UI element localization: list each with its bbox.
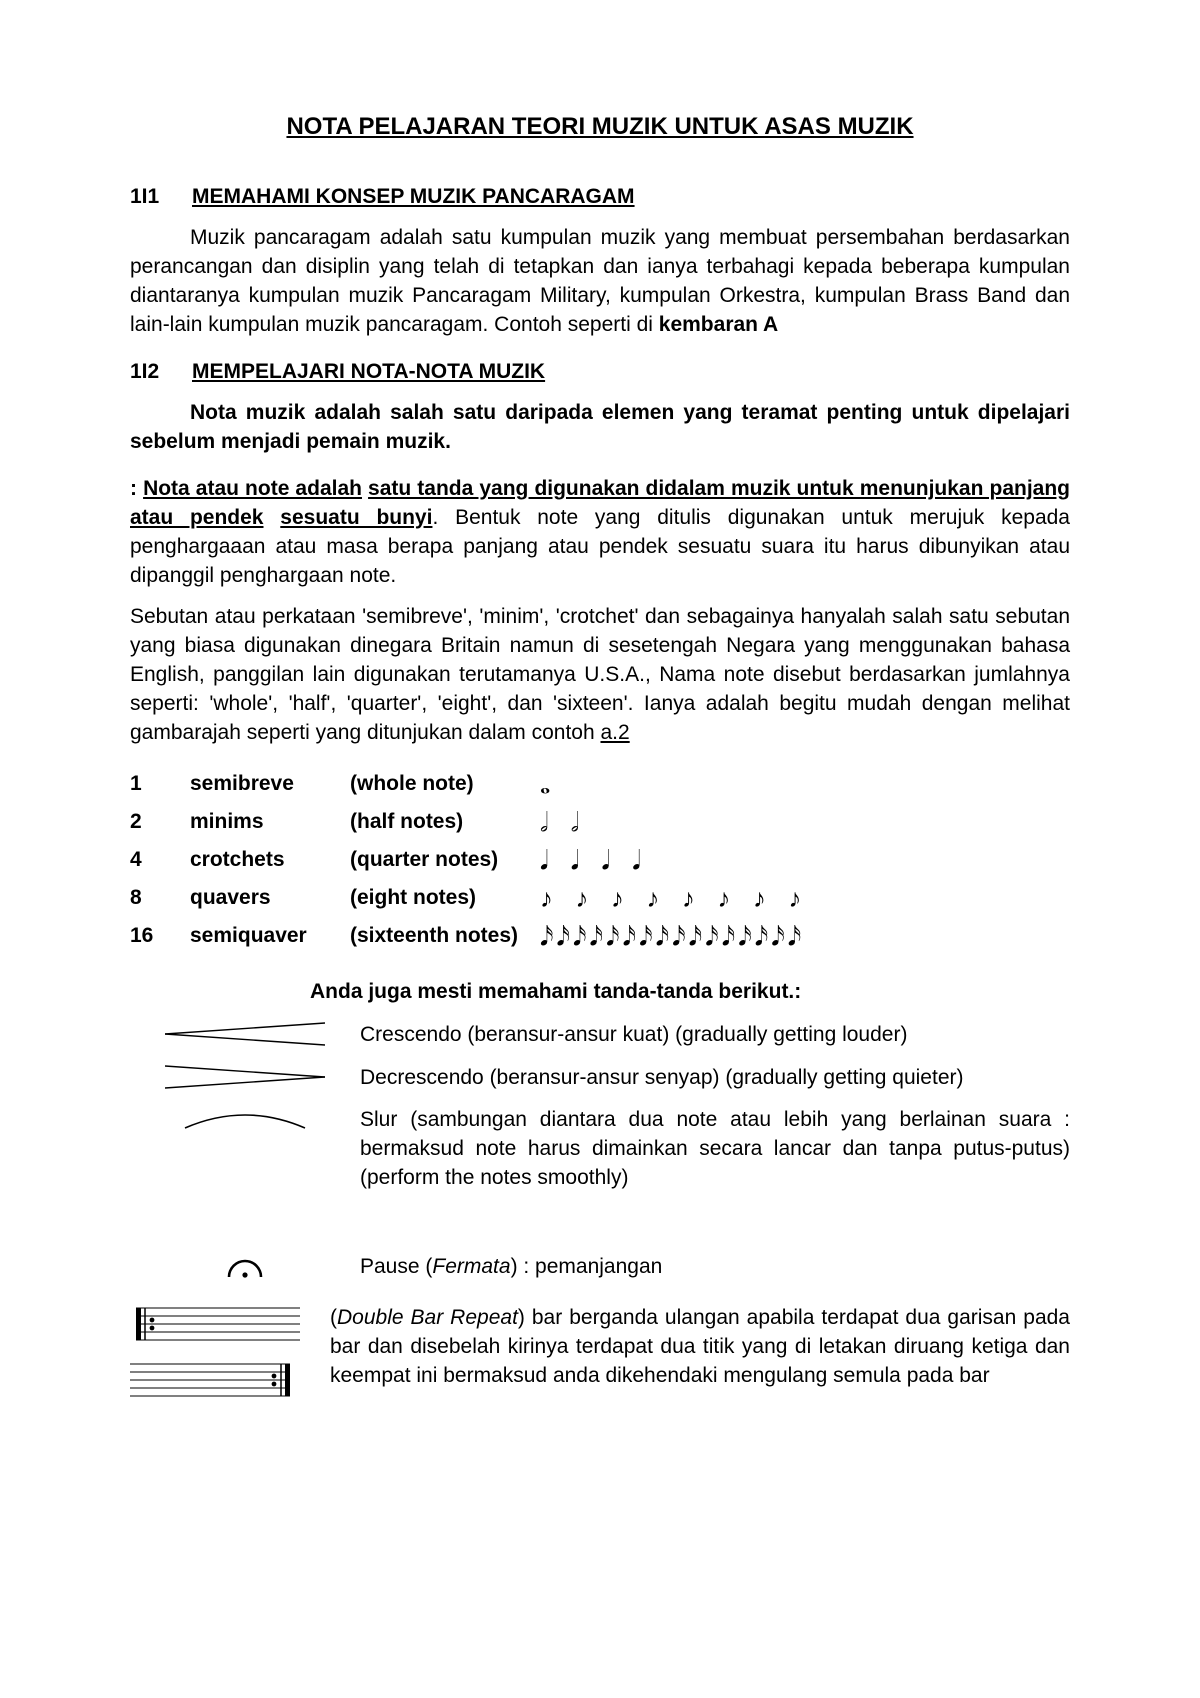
note-name: semibreve — [190, 770, 350, 799]
section-1-number: 1I1 — [130, 183, 192, 212]
crescendo-text: Crescendo (beransur-ansur kuat) (gradual… — [360, 1021, 1070, 1050]
symbol-row-decrescendo: Decrescendo (beransur-ansur senyap) (gra… — [130, 1064, 1070, 1093]
note-num: 16 — [130, 922, 190, 951]
decrescendo-text: Decrescendo (beransur-ansur senyap) (gra… — [360, 1064, 1070, 1093]
section-2-para3: Sebutan atau perkataan 'semibreve', 'min… — [130, 603, 1070, 748]
note-alt: (eight notes) — [350, 884, 540, 913]
section-2-heading: 1I2 MEMPELAJARI NOTA-NOTA MUZIK — [130, 358, 1070, 387]
note-name: quavers — [190, 884, 350, 913]
note-glyph-icon: 𝅘𝅥𝅯𝅘𝅥𝅯𝅘𝅥𝅯𝅘𝅥𝅯𝅘𝅥𝅯𝅘𝅥𝅯𝅘𝅥𝅯𝅘𝅥𝅯𝅘𝅥𝅯𝅘𝅥𝅯𝅘𝅥𝅯𝅘𝅥𝅯𝅘𝅥𝅯𝅘… — [540, 919, 1070, 955]
note-alt: (quarter notes) — [350, 846, 540, 875]
pause-text: Pause (Fermata) : pemanjangan — [360, 1253, 1070, 1282]
pause-pre: Pause ( — [360, 1255, 432, 1278]
section-1-heading: 1I1 MEMAHAMI KONSEP MUZIK PANCARAGAM — [130, 183, 1070, 212]
symbol-row-pause: Pause (Fermata) : pemanjangan — [130, 1253, 1070, 1282]
symbol-row-slur: Slur (sambungan diantara dua note atau l… — [130, 1106, 1070, 1193]
slur-text: Slur (sambungan diantara dua note atau l… — [360, 1106, 1070, 1193]
table-row: 1 semibreve (whole note) 𝅝 — [130, 766, 1070, 804]
decrescendo-icon — [130, 1064, 360, 1093]
para3-link: a.2 — [600, 721, 629, 744]
note-num: 2 — [130, 808, 190, 837]
double-bar-repeat-icon — [130, 1304, 330, 1413]
note-glyph-icon: 𝅗𝅥 𝅗𝅥 — [540, 805, 1070, 841]
note-glyph-icon: ♪ ♪ ♪ ♪ ♪ ♪ ♪ ♪ — [540, 881, 1070, 917]
page-title: NOTA PELAJARAN TEORI MUZIK UNTUK ASAS MU… — [130, 110, 1070, 143]
section-2-lead: Nota muzik adalah salah satu daripada el… — [130, 399, 1070, 457]
fermata-icon — [130, 1255, 360, 1281]
table-row: 16 semiquaver (sixteenth notes) 𝅘𝅥𝅯𝅘𝅥𝅯𝅘𝅥… — [130, 918, 1070, 956]
section-2-number: 1I2 — [130, 358, 192, 387]
note-glyph-icon: 𝅘𝅥 𝅘𝅥 𝅘𝅥 𝅘𝅥 — [540, 843, 1070, 879]
note-value-table: 1 semibreve (whole note) 𝅝 2 minims (hal… — [130, 766, 1070, 956]
repeat-pre: ( — [330, 1306, 337, 1329]
section-2-title: MEMPELAJARI NOTA-NOTA MUZIK — [192, 358, 545, 387]
def-u1: Nota atau note adalah — [143, 477, 362, 500]
symbol-row-crescendo: Crescendo (beransur-ansur kuat) (gradual… — [130, 1021, 1070, 1050]
def-colon: : — [130, 477, 143, 500]
section-1-title: MEMAHAMI KONSEP MUZIK PANCARAGAM — [192, 183, 635, 212]
note-name: semiquaver — [190, 922, 350, 951]
note-name: minims — [190, 808, 350, 837]
table-row: 2 minims (half notes) 𝅗𝅥 𝅗𝅥 — [130, 804, 1070, 842]
para1-text: Muzik pancaragam adalah satu kumpulan mu… — [130, 226, 1070, 336]
repeat-em: Double Bar Repeat — [337, 1306, 518, 1329]
def-sp2 — [264, 506, 281, 529]
note-name: crotchets — [190, 846, 350, 875]
note-alt: (half notes) — [350, 808, 540, 837]
crescendo-icon — [130, 1021, 360, 1050]
table-row: 4 crotchets (quarter notes) 𝅘𝅥 𝅘𝅥 𝅘𝅥 𝅘𝅥 — [130, 842, 1070, 880]
para1-tail-bold: kembaran A — [659, 313, 778, 336]
note-alt: (sixteenth notes) — [350, 922, 540, 951]
def-u3: sesuatu bunyi — [280, 506, 432, 529]
symbols-caption: Anda juga mesti memahami tanda-tanda ber… — [310, 978, 1070, 1007]
page: NOTA PELAJARAN TEORI MUZIK UNTUK ASAS MU… — [0, 0, 1200, 1698]
section-1-paragraph: Muzik pancaragam adalah satu kumpulan mu… — [130, 224, 1070, 340]
pause-em: Fermata — [432, 1255, 510, 1278]
symbol-row-repeat: (Double Bar Repeat) bar berganda ulangan… — [130, 1304, 1070, 1413]
slur-icon — [130, 1106, 360, 1193]
note-glyph-icon: 𝅝 — [540, 767, 1070, 803]
section-2-definition: : Nota atau note adalah satu tanda yang … — [130, 475, 1070, 591]
note-num: 8 — [130, 884, 190, 913]
note-num: 1 — [130, 770, 190, 799]
note-num: 4 — [130, 846, 190, 875]
note-alt: (whole note) — [350, 770, 540, 799]
pause-post: ) : pemanjangan — [511, 1255, 663, 1278]
repeat-text: (Double Bar Repeat) bar berganda ulangan… — [330, 1304, 1070, 1413]
table-row: 8 quavers (eight notes) ♪ ♪ ♪ ♪ ♪ ♪ ♪ ♪ — [130, 880, 1070, 918]
